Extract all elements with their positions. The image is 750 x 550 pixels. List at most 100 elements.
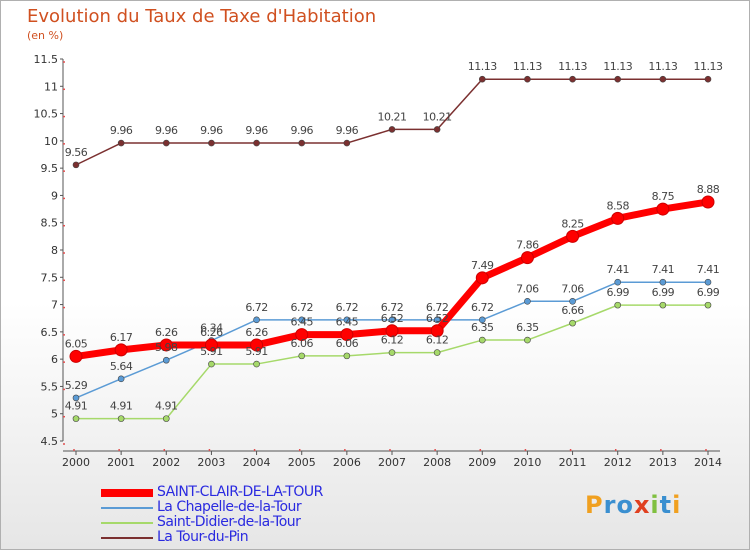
series-point-2: [659, 301, 667, 309]
series-point-2: [343, 352, 351, 360]
data-label-2: 5.91: [200, 345, 223, 358]
y-tick-label: 5: [51, 408, 58, 421]
data-label-1: 5.64: [110, 360, 133, 373]
data-label-2: 6.35: [471, 321, 494, 334]
data-label-1: 6.72: [426, 301, 449, 314]
data-label-3: 11.13: [468, 60, 497, 73]
x-tick-label: 2006: [333, 456, 361, 469]
series-point-0: [430, 324, 444, 338]
data-label-3: 11.13: [558, 60, 587, 73]
series-point-0: [611, 211, 625, 225]
y-tick-label: 9.5: [41, 162, 59, 175]
legend-item-saint-clair[interactable]: SAINT-CLAIR-DE-LA-TOUR: [101, 485, 401, 500]
chart-title: Evolution du Taux de Taxe d'Habitation: [27, 6, 377, 27]
y-tick-label: 7.5: [41, 271, 59, 284]
series-point-1: [659, 278, 667, 286]
series-point-1: [388, 316, 396, 324]
data-label-3: 11.13: [694, 60, 723, 73]
data-label-0: 6.26: [245, 326, 268, 339]
logo-letter: o: [616, 491, 634, 519]
data-label-2: 6.99: [652, 286, 675, 299]
data-label-3: 9.56: [65, 146, 88, 159]
data-label-1: 7.06: [516, 282, 539, 295]
series-point-3: [388, 126, 396, 133]
x-tick-label: 2003: [197, 456, 225, 469]
series-point-3: [208, 139, 215, 147]
data-label-0: 8.25: [561, 217, 584, 230]
series-point-0: [566, 229, 580, 243]
data-label-0: 6.26: [155, 326, 178, 339]
data-label-2: 5.91: [245, 345, 268, 358]
x-tick-label: 2010: [513, 456, 541, 469]
data-label-1: 6.72: [290, 301, 313, 314]
series-point-1: [478, 316, 486, 324]
series-point-0: [701, 195, 715, 209]
series-point-1: [253, 316, 260, 324]
x-tick-label: 2014: [694, 456, 722, 469]
series-point-0: [295, 328, 309, 342]
data-label-3: 9.96: [110, 124, 133, 137]
series-point-2: [433, 349, 441, 356]
legend: SAINT-CLAIR-DE-LA-TOUR La Chapelle-de-la…: [101, 485, 401, 545]
logo-letter: P: [585, 491, 604, 519]
series-point-3: [524, 75, 531, 83]
series-point-2: [162, 415, 170, 422]
series-point-0: [656, 202, 670, 216]
data-label-3: 9.96: [155, 124, 178, 137]
data-label-1: 6.34: [200, 322, 223, 335]
series-point-2: [253, 360, 260, 368]
legend-label-saint-didier: Saint-Didier-de-la-Tour: [157, 514, 301, 530]
series-point-3: [433, 126, 441, 133]
legend-item-saint-didier[interactable]: Saint-Didier-de-la-Tour: [101, 515, 401, 530]
y-tick-label: 4.5: [41, 435, 59, 448]
series-point-3: [478, 75, 486, 83]
series-point-1: [298, 316, 306, 324]
data-label-0: 7.49: [471, 259, 494, 272]
x-tick-label: 2012: [604, 456, 632, 469]
series-point-1: [433, 316, 441, 324]
logo-letter: t: [659, 491, 673, 519]
data-label-0: 6.45: [290, 316, 313, 329]
data-label-3: 11.13: [648, 60, 677, 73]
series-point-1: [569, 297, 576, 305]
proxiti-logo: Proxiti: [585, 491, 681, 519]
data-label-1: 7.41: [606, 263, 629, 276]
series-point-3: [569, 75, 576, 83]
legend-item-la-chapelle[interactable]: La Chapelle-de-la-Tour: [101, 500, 401, 515]
y-tick-label: 9: [51, 189, 58, 202]
data-label-2: 6.06: [336, 337, 359, 350]
series-point-1: [117, 375, 125, 383]
data-label-0: 8.75: [652, 190, 675, 203]
y-tick-label: 8.5: [41, 217, 59, 230]
series-point-3: [162, 139, 170, 147]
data-label-3: 11.13: [603, 60, 632, 73]
data-label-1: 7.41: [652, 263, 675, 276]
x-tick-label: 2002: [152, 456, 180, 469]
legend-item-la-tour-du-pin[interactable]: La Tour-du-Pin: [101, 530, 401, 545]
data-label-1: 6.72: [245, 301, 268, 314]
data-label-0: 8.58: [606, 199, 629, 212]
series-point-1: [524, 297, 531, 305]
series-point-1: [704, 278, 712, 286]
series-point-3: [343, 139, 351, 147]
y-tick-label: 5.5: [41, 380, 59, 393]
series-point-3: [117, 139, 125, 147]
data-label-1: 6.72: [336, 301, 359, 314]
series-point-2: [117, 415, 125, 422]
series-point-2: [478, 336, 486, 344]
data-label-1: 6.72: [381, 301, 404, 314]
series-point-3: [704, 75, 712, 83]
x-tick-label: 2011: [559, 456, 587, 469]
series-point-3: [253, 139, 260, 147]
y-tick-label: 10: [44, 135, 58, 148]
data-label-1: 7.41: [697, 263, 720, 276]
series-point-2: [298, 352, 306, 360]
data-label-0: 6.52: [381, 312, 404, 325]
series-point-0: [159, 338, 173, 352]
series-point-2: [704, 301, 712, 309]
data-label-2: 6.06: [290, 337, 313, 350]
series-point-1: [343, 316, 351, 324]
data-label-1: 6.72: [471, 301, 494, 314]
data-label-2: 4.91: [65, 400, 88, 413]
